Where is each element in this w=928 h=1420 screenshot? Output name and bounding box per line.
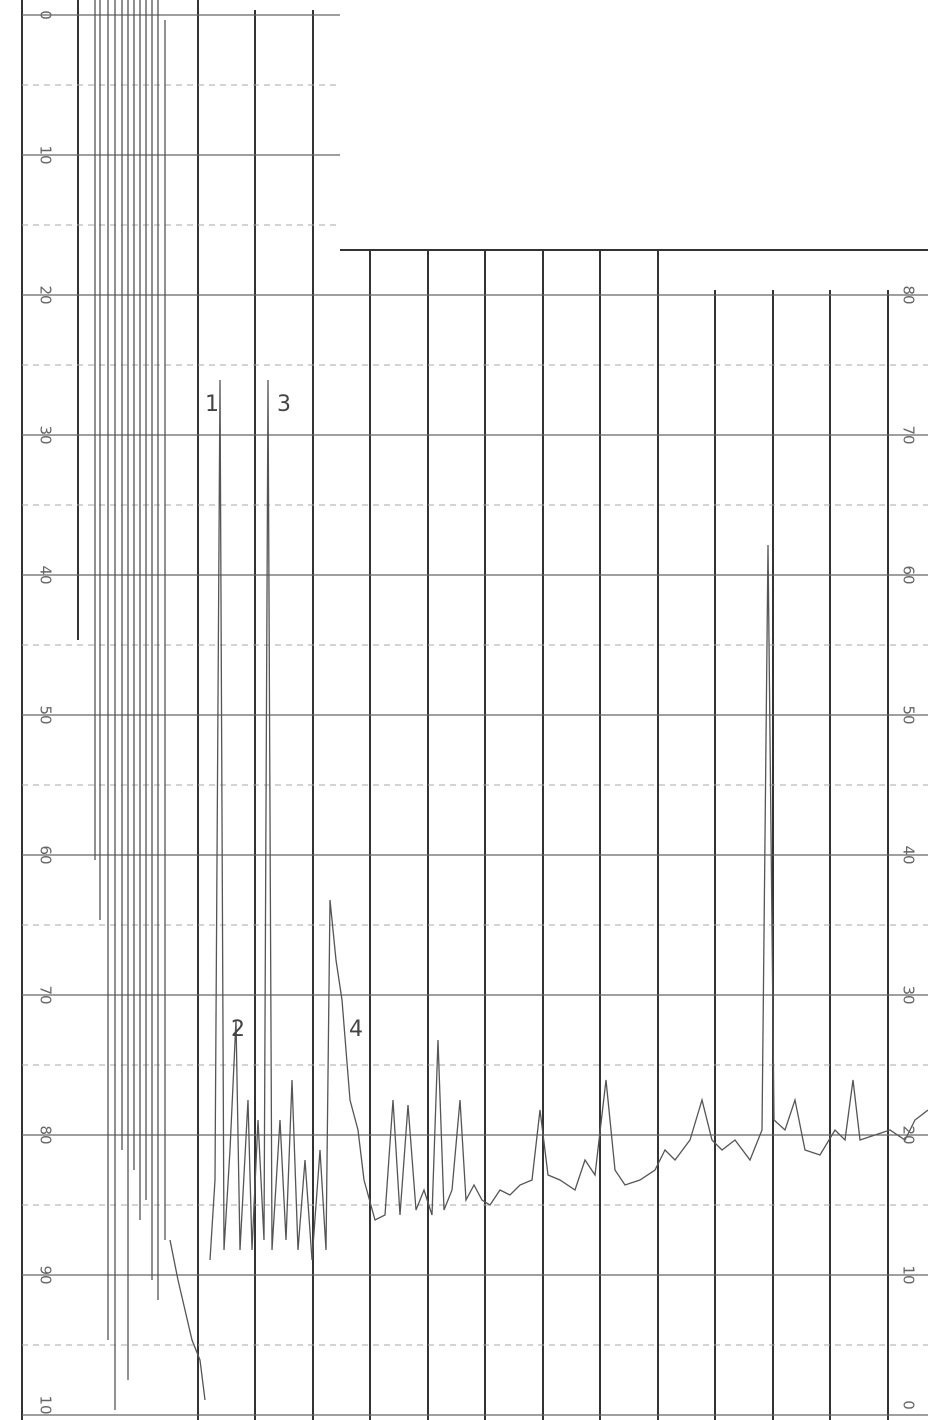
left-scale-label: 0 [37,10,55,20]
left-scale-label: 30 [37,425,55,444]
left-scale-label: 80 [37,1125,55,1144]
left-scale-label: 10 [37,145,55,164]
right-scale-label: 80 [900,285,918,304]
page: {"left_scale": ["0", "10", "20", "30", "… [0,0,928,1420]
labels: 0 10 20 30 40 50 60 70 80 90 10 80 70 60 50 40 30 20 10 0 1 2… [37,10,918,1414]
peak-label: 1 [205,392,219,417]
peak-label: 4 [349,1017,363,1042]
right-scale-label: 10 [900,1265,918,1284]
right-scale-label: 20 [900,1125,918,1144]
solvent-peak [95,0,205,1410]
peak-label: 2 [231,1017,245,1042]
left-scale-label: 20 [37,285,55,304]
right-scale-label: 70 [900,425,918,444]
peaks-1-3 [210,380,364,1260]
left-scale-label: 50 [37,705,55,724]
peak-label: 3 [277,392,291,417]
right-scale-label: 60 [900,565,918,584]
right-scale-label: 50 [900,705,918,724]
right-scale-label: 0 [900,1400,918,1410]
baseline [364,545,928,1220]
left-scale-label: 10 [37,1395,55,1414]
left-scale-label: 70 [37,985,55,1004]
recorder-sheet: 0 10 20 30 40 50 60 70 80 90 10 80 70 60 50 40 30 20 10 0 1 2… [0,0,928,1420]
left-scale-label: 60 [37,845,55,864]
left-scale-label: 40 [37,565,55,584]
right-scale-label: 30 [900,985,918,1004]
left-scale-label: 90 [37,1265,55,1284]
right-scale-label: 40 [900,845,918,864]
recorder-trace [95,0,928,1410]
